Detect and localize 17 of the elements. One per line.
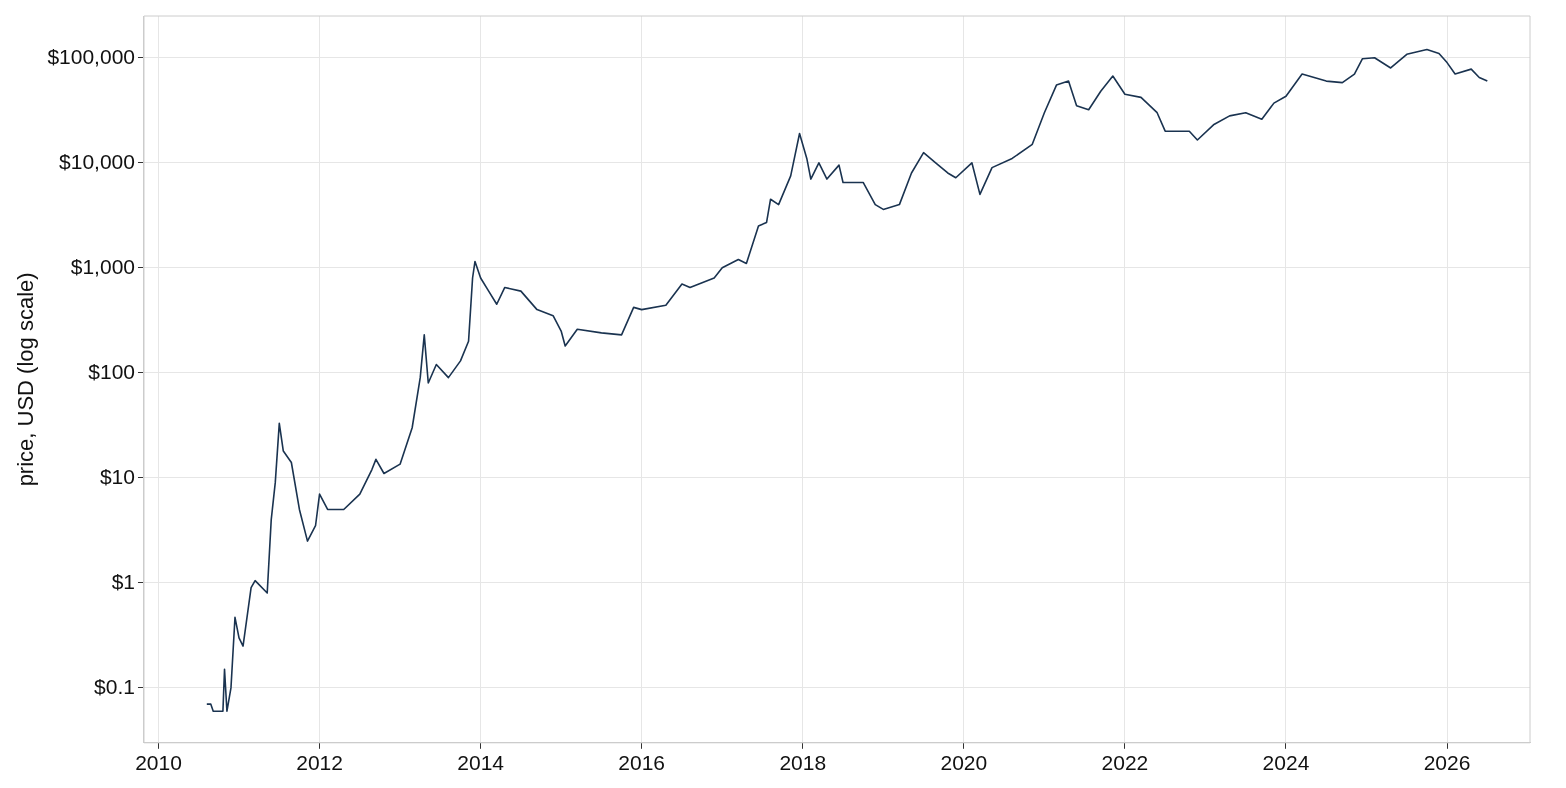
y-tick-label: $1,000 <box>70 254 135 278</box>
x-tick-label: 2024 <box>1262 751 1310 775</box>
x-tick-label: 2012 <box>296 751 343 775</box>
x-tick-label: 2018 <box>779 751 827 775</box>
y-tick-label: $100 <box>88 359 135 383</box>
x-tick-label: 2020 <box>940 751 988 775</box>
y-tick-label: $1 <box>111 569 135 593</box>
x-tick-label: 2014 <box>457 751 505 775</box>
x-tick-label: 2010 <box>135 751 182 775</box>
y-axis-title: price, USD (log scale) <box>13 272 39 487</box>
x-tick-label: 2022 <box>1101 751 1149 775</box>
y-tick-label: $10 <box>99 464 135 488</box>
y-tick-label: $0.1 <box>94 674 135 698</box>
x-tick-label: 2026 <box>1423 751 1471 775</box>
y-tick-label: $100,000 <box>47 44 135 68</box>
y-tick-label: $10,000 <box>59 149 135 173</box>
x-tick-label: 2016 <box>618 751 666 775</box>
